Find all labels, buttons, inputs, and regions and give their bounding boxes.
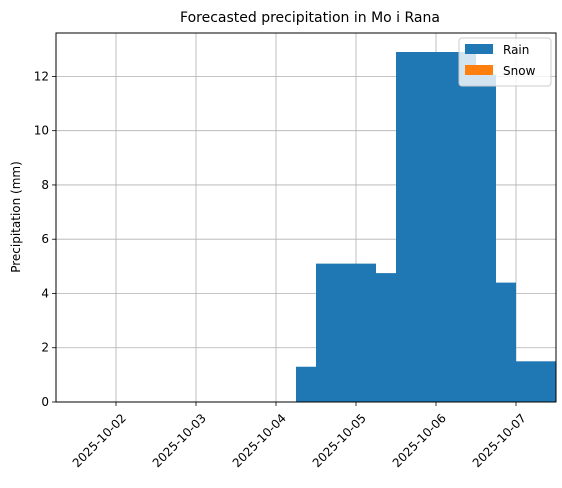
bar-rain (396, 51, 476, 402)
plot-frame (55, 32, 557, 403)
bar-rain (496, 282, 516, 402)
y-tick-label: 2 (41, 341, 49, 355)
y-tick-label: 8 (41, 178, 49, 192)
x-tick-label: 2025-10-07 (470, 411, 529, 470)
legend-swatch-rain (465, 44, 493, 54)
legend-label-rain: Rain (503, 43, 529, 57)
y-tick-label: 12 (34, 69, 49, 83)
x-axis: 2025-10-02 2025-10-03 2025-10-04 2025-10-05… (70, 402, 529, 470)
chart-title: Forecasted precipitation in Mo i Rana (180, 10, 440, 26)
y-axis: 0 2 4 6 8 10 12 (34, 69, 56, 409)
legend-label-snow: Snow (503, 64, 536, 78)
bar-rain (296, 366, 316, 402)
y-axis-title: Precipitation (mm) (9, 161, 23, 273)
y-tick-label: 10 (34, 124, 49, 138)
y-tick-label: 0 (41, 395, 49, 409)
bar-series (296, 51, 556, 402)
x-tick-label: 2025-10-02 (70, 411, 129, 470)
bar-rain (376, 273, 396, 402)
x-tick-label: 2025-10-04 (230, 411, 289, 470)
x-tick-label: 2025-10-05 (310, 411, 369, 470)
x-tick-label: 2025-10-03 (150, 411, 209, 470)
y-tick-label: 6 (41, 232, 49, 246)
bar-rain (316, 263, 376, 402)
legend: Rain Snow (458, 37, 552, 87)
x-tick-label: 2025-10-06 (390, 411, 449, 470)
y-tick-label: 4 (41, 286, 49, 300)
legend-swatch-snow (465, 65, 493, 75)
bar-rain (476, 75, 496, 402)
bar-rain (516, 361, 556, 402)
